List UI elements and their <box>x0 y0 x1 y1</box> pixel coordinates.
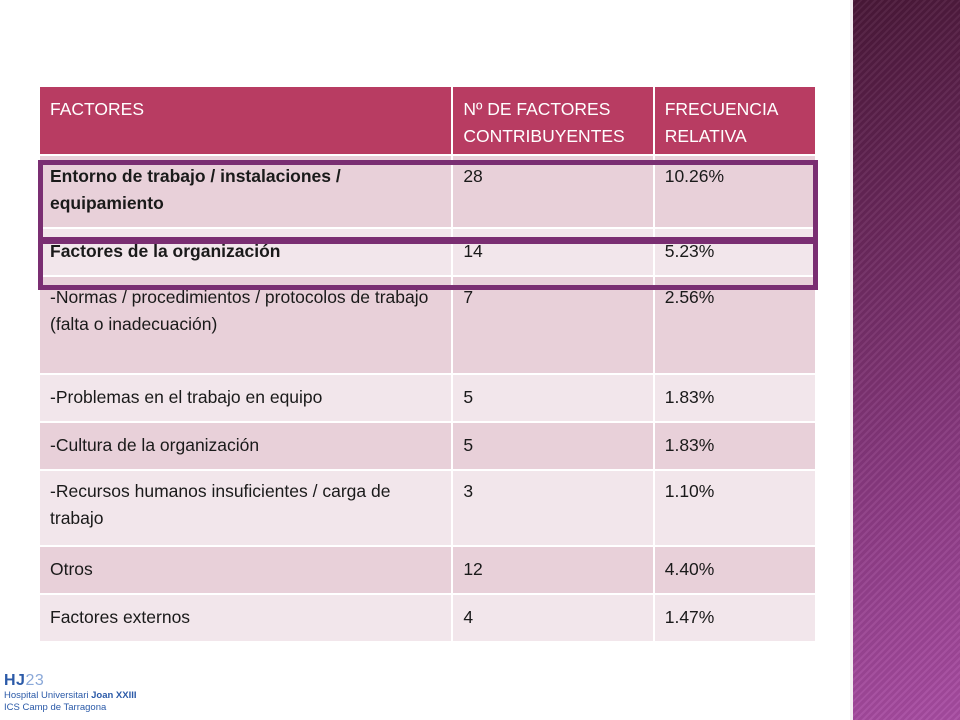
freq-cell: 4.40% <box>654 547 815 593</box>
freq-cell: 5.23% <box>654 229 815 275</box>
factor-cell: -Recursos humanos insuficientes / carga … <box>40 471 454 545</box>
table-header-row: FACTORES Nº DE FACTORES CONTRIBUYENTES F… <box>40 87 815 154</box>
logo-mark: HJ23 <box>4 672 174 690</box>
factor-cell: Factores externos <box>40 595 454 641</box>
count-cell: 3 <box>453 471 655 545</box>
count-cell: 14 <box>453 229 655 275</box>
count-cell: 28 <box>453 156 655 227</box>
logo-letters: HJ <box>4 672 26 689</box>
freq-cell: 1.10% <box>654 471 815 545</box>
factor-cell: Otros <box>40 547 454 593</box>
hospital-logo: HJ23 Hospital Universitari Joan XXIII IC… <box>4 672 174 720</box>
table-row: -Cultura de la organización 5 1.83% <box>40 423 815 469</box>
table-row: Otros 12 4.40% <box>40 547 815 593</box>
decorative-side-panel <box>853 0 960 720</box>
count-cell: 4 <box>453 595 655 641</box>
contributing-factors-table: FACTORES Nº DE FACTORES CONTRIBUYENTES F… <box>40 85 815 643</box>
logo-hospital-name: Hospital Universitari Joan XXIII <box>4 690 174 702</box>
logo-subtitle: ICS Camp de Tarragona <box>4 702 107 713</box>
table-row: -Recursos humanos insuficientes / carga … <box>40 471 815 545</box>
freq-cell: 1.83% <box>654 375 815 421</box>
table-row: -Problemas en el trabajo en equipo 5 1.8… <box>40 375 815 421</box>
factor-cell: Factores de la organización <box>40 229 454 275</box>
logo-hospital-bold: Joan XXIII <box>91 690 137 701</box>
factor-cell: -Problemas en el trabajo en equipo <box>40 375 454 421</box>
logo-hospital-prefix: Hospital Universitari <box>4 690 92 701</box>
freq-cell: 1.83% <box>654 423 815 469</box>
count-cell: 7 <box>453 277 655 373</box>
header-num-factores: Nº DE FACTORES CONTRIBUYENTES <box>453 87 655 154</box>
count-cell: 5 <box>453 423 655 469</box>
table-row: Factores de la organización 14 5.23% <box>40 229 815 275</box>
table-row: Entorno de trabajo / instalaciones / equ… <box>40 156 815 227</box>
table-row: Factores externos 4 1.47% <box>40 595 815 641</box>
count-cell: 12 <box>453 547 655 593</box>
count-cell: 5 <box>453 375 655 421</box>
factor-cell: -Cultura de la organización <box>40 423 454 469</box>
freq-cell: 1.47% <box>654 595 815 641</box>
table-row: -Normas / procedimientos / protocolos de… <box>40 277 815 373</box>
logo-number: 23 <box>25 672 45 689</box>
header-frecuencia: FRECUENCIA RELATIVA <box>654 87 815 154</box>
factor-cell: Entorno de trabajo / instalaciones / equ… <box>40 156 454 227</box>
freq-cell: 10.26% <box>654 156 815 227</box>
freq-cell: 2.56% <box>654 277 815 373</box>
header-factores: FACTORES <box>40 87 454 154</box>
side-panel-edge <box>850 0 853 720</box>
factor-cell: -Normas / procedimientos / protocolos de… <box>40 277 454 373</box>
